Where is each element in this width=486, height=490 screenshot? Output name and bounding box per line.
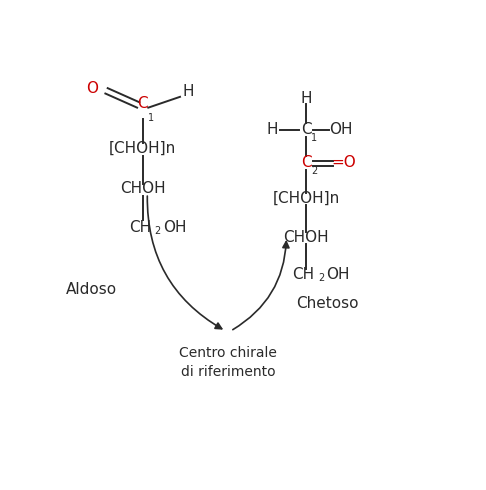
Text: C: C: [301, 122, 312, 137]
Text: 2: 2: [318, 273, 324, 283]
Text: H: H: [300, 91, 312, 106]
Text: Centro chirale
di riferimento: Centro chirale di riferimento: [179, 346, 277, 379]
Text: CHOH: CHOH: [283, 230, 329, 245]
FancyArrowPatch shape: [233, 242, 289, 330]
Text: OH: OH: [326, 267, 349, 282]
Text: O: O: [87, 81, 98, 96]
FancyArrowPatch shape: [147, 196, 222, 329]
Text: H: H: [267, 122, 278, 137]
Text: CH: CH: [129, 220, 152, 235]
Text: 1: 1: [312, 133, 317, 143]
Text: H: H: [182, 84, 194, 99]
Text: 1: 1: [148, 114, 154, 123]
Text: CHOH: CHOH: [120, 181, 166, 196]
Text: 2: 2: [311, 166, 317, 176]
Text: C: C: [301, 155, 312, 170]
Text: Aldoso: Aldoso: [66, 282, 117, 297]
Text: OH: OH: [163, 220, 186, 235]
Text: =O: =O: [331, 155, 356, 170]
Text: [CHOH]n: [CHOH]n: [109, 141, 176, 156]
Text: [CHOH]n: [CHOH]n: [272, 191, 340, 205]
Text: OH: OH: [329, 122, 353, 137]
Text: C: C: [138, 96, 148, 111]
Text: CH: CH: [293, 267, 315, 282]
Text: Chetoso: Chetoso: [295, 296, 358, 311]
Text: 2: 2: [155, 226, 161, 236]
